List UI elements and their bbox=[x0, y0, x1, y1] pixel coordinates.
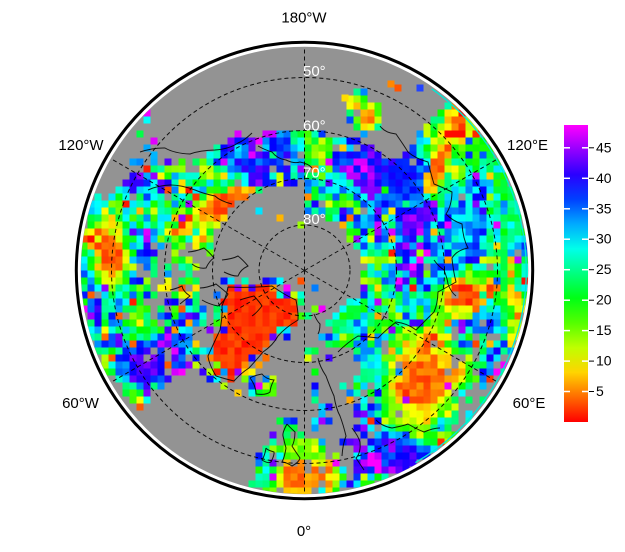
svg-text:50°: 50° bbox=[303, 63, 326, 80]
svg-text:60°E: 60°E bbox=[513, 395, 546, 412]
svg-text:45: 45 bbox=[596, 139, 612, 155]
svg-text:60°: 60° bbox=[303, 118, 326, 135]
svg-text:120°W: 120°W bbox=[58, 137, 104, 154]
svg-text:10: 10 bbox=[596, 353, 612, 369]
svg-text:25: 25 bbox=[596, 261, 612, 277]
svg-text:180°W: 180°W bbox=[281, 10, 327, 27]
svg-text:20: 20 bbox=[596, 292, 612, 308]
svg-text:60°W: 60°W bbox=[62, 395, 100, 412]
svg-text:40: 40 bbox=[596, 170, 612, 186]
svg-text:15: 15 bbox=[596, 322, 612, 338]
svg-text:5: 5 bbox=[596, 383, 604, 399]
svg-text:0°: 0° bbox=[297, 523, 311, 540]
svg-text:35: 35 bbox=[596, 200, 612, 216]
svg-text:30: 30 bbox=[596, 231, 612, 247]
svg-text:120°E: 120°E bbox=[507, 137, 548, 154]
svg-text:80°: 80° bbox=[303, 211, 326, 228]
svg-text:70°: 70° bbox=[303, 165, 326, 182]
